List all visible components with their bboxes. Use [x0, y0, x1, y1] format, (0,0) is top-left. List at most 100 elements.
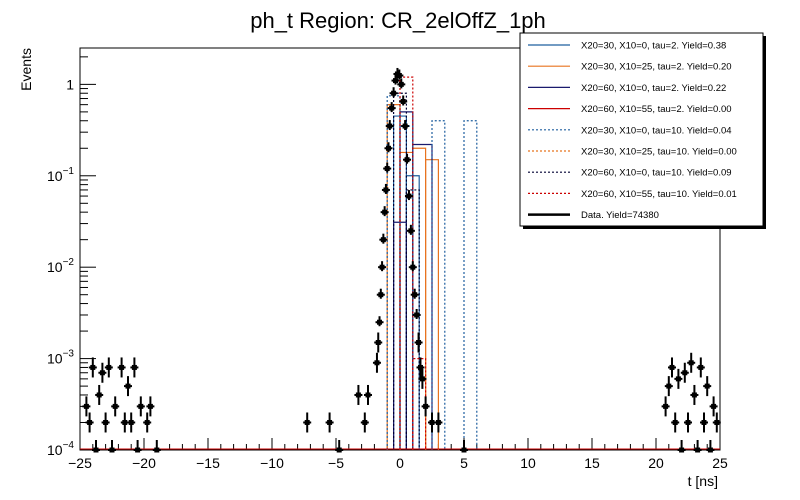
- data-marker: [698, 364, 704, 370]
- data-marker: [304, 419, 310, 425]
- data-point: [146, 396, 155, 417]
- data-point: [674, 368, 683, 389]
- data-marker: [90, 364, 96, 370]
- data-marker: [402, 123, 408, 129]
- y-axis-label: Events: [18, 48, 34, 91]
- data-point: [416, 357, 425, 378]
- data-point: [690, 384, 699, 405]
- data-marker: [396, 73, 402, 79]
- data-point: [389, 87, 398, 98]
- data-marker: [385, 145, 391, 151]
- data-marker: [691, 392, 697, 398]
- data-marker: [375, 339, 381, 345]
- data-marker: [672, 419, 678, 425]
- data-marker: [379, 264, 385, 270]
- data-point: [143, 412, 152, 433]
- data-point: [412, 308, 421, 319]
- data-point: [385, 120, 394, 131]
- x-tick-label: −20: [132, 455, 156, 471]
- data-point: [85, 412, 94, 433]
- data-point: [380, 206, 389, 217]
- data-marker: [362, 419, 368, 425]
- data-marker: [682, 370, 688, 376]
- data-marker: [417, 364, 423, 370]
- data-point: [712, 412, 721, 433]
- data-marker: [704, 383, 710, 389]
- data-marker: [377, 319, 383, 325]
- x-tick-label: 25: [712, 455, 728, 471]
- data-marker: [128, 419, 134, 425]
- legend-entry-label: X20=60, X10=0, tau=10. Yield=0.09: [581, 168, 732, 179]
- data-point: [88, 357, 97, 378]
- legend-entry-label: X20=30, X10=25, tau=2. Yield=0.20: [581, 62, 732, 73]
- data-marker: [408, 228, 414, 234]
- data-marker: [663, 403, 669, 409]
- data-marker: [382, 209, 388, 215]
- data-point: [408, 261, 417, 272]
- data-point: [418, 368, 427, 389]
- x-tick-label: −10: [260, 455, 284, 471]
- legend-entry-label: X20=30, X10=0, tau=2. Yield=0.38: [581, 41, 726, 52]
- data-point: [376, 288, 385, 299]
- data-marker: [711, 403, 717, 409]
- legend-entry-label: X20=60, X10=0, tau=2. Yield=0.22: [581, 83, 726, 94]
- data-point: [434, 412, 443, 433]
- legend-entry-label: X20=60, X10=55, tau=10. Yield=0.01: [581, 189, 737, 200]
- data-point: [403, 153, 412, 164]
- data-marker: [423, 403, 429, 409]
- data-point: [401, 120, 410, 131]
- data-marker: [87, 419, 93, 425]
- data-marker: [355, 392, 361, 398]
- data-point: [98, 362, 107, 383]
- data-marker: [96, 392, 102, 398]
- data-point: [378, 261, 387, 272]
- data-point: [303, 412, 312, 433]
- data-marker: [109, 447, 115, 453]
- data-marker: [380, 237, 386, 243]
- data-point: [325, 412, 334, 433]
- data-marker: [103, 419, 109, 425]
- data-marker: [125, 383, 131, 389]
- data-point: [124, 376, 132, 397]
- data-marker: [154, 447, 160, 453]
- data-marker: [685, 419, 691, 425]
- data-point: [395, 69, 404, 80]
- data-point: [92, 440, 100, 453]
- data-point: [152, 440, 161, 453]
- data-marker: [336, 447, 342, 453]
- data-marker: [378, 292, 384, 298]
- data-point: [104, 357, 113, 378]
- y-tick-label: 10−2: [47, 257, 74, 275]
- data-marker: [131, 364, 137, 370]
- data-marker: [701, 419, 707, 425]
- legend-entry-label: X20=30, X10=25, tau=10. Yield=0.00: [581, 147, 737, 158]
- data-point: [684, 412, 692, 433]
- data-point: [397, 78, 406, 89]
- data-marker: [387, 123, 393, 129]
- x-axis-label: t [ns]: [688, 473, 718, 489]
- data-point: [460, 440, 468, 453]
- data-marker: [93, 447, 99, 453]
- data-point: [130, 357, 139, 378]
- data-point: [383, 162, 392, 173]
- data-marker: [416, 339, 422, 345]
- data-point: [687, 352, 696, 373]
- data-marker: [695, 447, 701, 453]
- data-point: [381, 183, 390, 194]
- data-point: [671, 412, 680, 433]
- data-marker: [714, 419, 720, 425]
- data-point: [384, 142, 393, 153]
- data-marker: [404, 157, 410, 163]
- data-point: [706, 440, 715, 453]
- data-marker: [147, 403, 153, 409]
- data-marker: [398, 81, 404, 87]
- x-tick-label: 15: [584, 455, 600, 471]
- data-marker: [675, 376, 681, 382]
- data-point: [364, 384, 372, 405]
- data-point: [680, 362, 689, 383]
- data-point: [372, 352, 381, 373]
- data-marker: [461, 447, 467, 453]
- data-marker: [112, 403, 118, 409]
- x-tick-label: 20: [648, 455, 664, 471]
- data-point: [95, 384, 104, 405]
